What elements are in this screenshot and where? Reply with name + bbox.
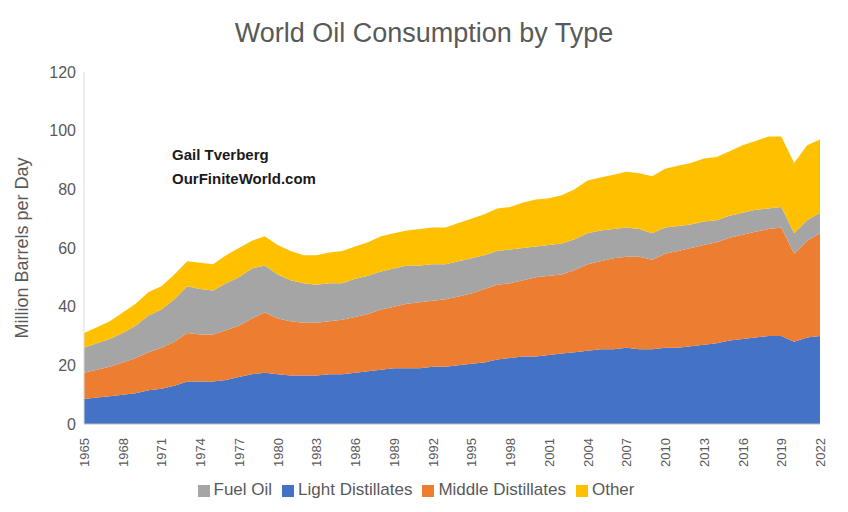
svg-text:2019: 2019 <box>774 438 789 467</box>
svg-text:Million Barrels per Day: Million Barrels per Day <box>12 157 32 338</box>
svg-text:1983: 1983 <box>309 438 324 467</box>
html-text:Light Distillates: Light Distillates <box>298 480 413 499</box>
svg-text:2004: 2004 <box>581 438 596 467</box>
html-text:Fuel Oil: Fuel Oil <box>213 480 273 499</box>
svg-text:1998: 1998 <box>503 438 518 467</box>
svg-text:2022: 2022 <box>813 438 828 467</box>
html-text:OurFiniteWorld.com: OurFiniteWorld.com <box>172 170 316 187</box>
svg-text:2001: 2001 <box>542 438 557 467</box>
svg-text:1980: 1980 <box>271 438 286 467</box>
svg-text:80: 80 <box>58 181 76 198</box>
html-text:Other: Other <box>592 480 635 499</box>
svg-text:2010: 2010 <box>658 438 673 467</box>
svg-text:60: 60 <box>58 240 76 257</box>
svg-text:1971: 1971 <box>154 438 169 467</box>
svg-text:1986: 1986 <box>348 438 363 467</box>
svg-text:100: 100 <box>49 122 76 139</box>
svg-text:2013: 2013 <box>697 438 712 467</box>
svg-text:1977: 1977 <box>232 438 247 467</box>
svg-text:1974: 1974 <box>193 438 208 467</box>
svg-text:2007: 2007 <box>619 438 634 467</box>
svg-text:1965: 1965 <box>77 438 92 467</box>
svg-text:120: 120 <box>49 64 76 81</box>
svg-text:40: 40 <box>58 298 76 315</box>
svg-text:2016: 2016 <box>736 438 751 467</box>
svg-text:20: 20 <box>58 357 76 374</box>
svg-text:1992: 1992 <box>426 438 441 467</box>
svg-text:0: 0 <box>67 416 76 433</box>
svg-text:1989: 1989 <box>387 438 402 467</box>
html-text:Gail Tverberg: Gail Tverberg <box>172 146 269 163</box>
svg-text:1995: 1995 <box>464 438 479 467</box>
html-text:Middle Distillates: Middle Distillates <box>438 480 566 499</box>
svg-text:1968: 1968 <box>116 438 131 467</box>
html-text:World Oil Consumption by Type: World Oil Consumption by Type <box>234 18 614 48</box>
